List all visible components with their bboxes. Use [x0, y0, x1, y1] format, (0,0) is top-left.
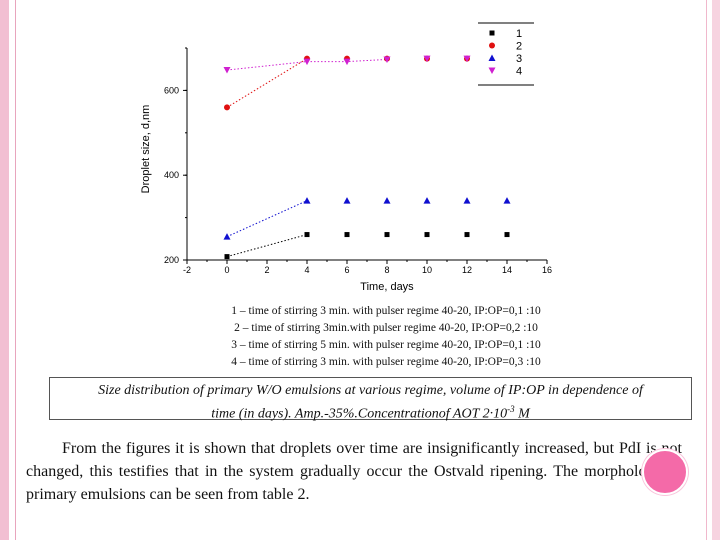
legend-label-1: 1	[516, 28, 522, 40]
caption-line-1: Size distribution of primary W/O emulsio…	[98, 383, 643, 398]
legend-label-3: 3	[516, 53, 522, 65]
caption-unit: M	[514, 406, 530, 422]
right-decorative-stripe	[712, 0, 720, 540]
left-decorative-line	[15, 0, 16, 540]
y-tick-label: 600	[164, 85, 179, 95]
x-tick-label: 2	[264, 265, 269, 275]
x-tick-label: 8	[384, 265, 389, 275]
y-tick-label: 200	[164, 255, 179, 265]
x-tick-label: 4	[304, 265, 309, 275]
y-axis-label: Droplet size, d,nm	[140, 105, 152, 194]
series-4-point	[223, 67, 231, 74]
series-description-2: 2 – time of stirring 3min.with pulser re…	[234, 322, 538, 334]
series-1-point	[344, 232, 350, 238]
x-tick-label: 12	[462, 265, 472, 275]
series-3-point	[343, 197, 351, 204]
x-axis-label: Time, days	[360, 281, 414, 293]
series-4-connector	[226, 58, 388, 71]
x-tick-label: 16	[542, 265, 552, 275]
series-description-3: 3 – time of stirring 5 min. with pulser …	[231, 339, 541, 351]
body-paragraph: From the figures it is shown that drople…	[26, 440, 682, 503]
caption-exponent: -3	[507, 404, 515, 414]
legend-marker-4	[488, 67, 496, 74]
series-description-1: 1 – time of stirring 3 min. with pulser …	[231, 305, 541, 317]
series-1-point	[304, 232, 310, 238]
x-tick-label: 6	[344, 265, 349, 275]
series-1-point	[504, 232, 510, 238]
series-1-point	[224, 254, 230, 260]
series-3-point	[463, 197, 471, 204]
caption-line-2-text: time (in days). Amp.-35%.Concentrationof…	[211, 406, 508, 422]
series-description-4: 4 – time of stirring 3 min. with pulser …	[231, 356, 541, 368]
left-decorative-stripe	[0, 0, 9, 540]
series-3-point	[383, 197, 391, 204]
legend-marker-2	[489, 42, 495, 49]
legend-marker-3	[488, 54, 496, 61]
series-3-point	[503, 197, 511, 204]
series-3-point	[303, 197, 311, 204]
series-3-point	[423, 197, 431, 204]
right-decorative-line	[706, 0, 707, 540]
series-1-point	[424, 232, 430, 238]
legend-marker-1	[489, 30, 495, 36]
series-2-point	[224, 104, 230, 111]
series-4-point	[383, 56, 391, 63]
series-4-point	[343, 58, 351, 66]
figure-caption: Size distribution of primary W/O emulsio…	[49, 377, 692, 422]
series-4-point	[463, 55, 471, 63]
series-1-connector	[226, 234, 308, 258]
series-description-list: 1 – time of stirring 3 min. with pulser …	[186, 303, 586, 371]
legend-label-2: 2	[516, 41, 522, 53]
series-1-point	[384, 232, 390, 238]
x-tick-label: 0	[224, 265, 229, 275]
series-4-point	[303, 58, 311, 66]
x-tick-label: 14	[502, 265, 512, 275]
series-2-connector	[226, 58, 308, 108]
series-4-point	[423, 55, 431, 63]
x-tick-label: -2	[183, 265, 191, 275]
series-3-connector	[226, 200, 308, 238]
decorative-pink-circle	[642, 449, 688, 495]
y-tick-label: 400	[164, 170, 179, 180]
series-3-point	[223, 233, 231, 240]
series-1-point	[464, 232, 470, 238]
legend-label-4: 4	[516, 66, 522, 78]
x-tick-label: 10	[422, 265, 432, 275]
caption-line-2: time (in days). Amp.-35%.Concentrationof…	[50, 400, 691, 424]
